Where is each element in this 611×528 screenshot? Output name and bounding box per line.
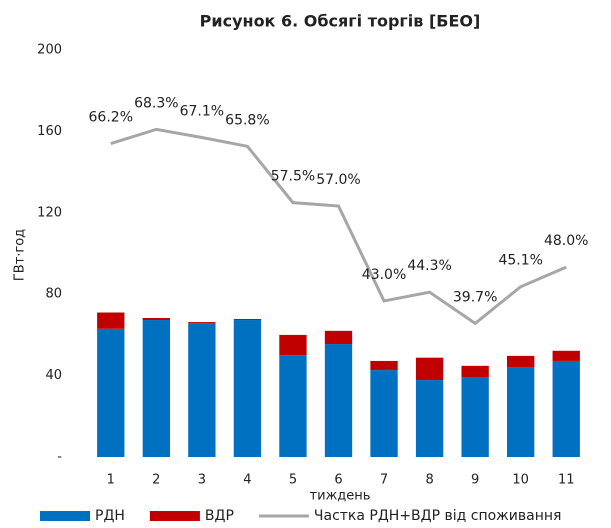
bar [552, 360, 580, 457]
bar [188, 323, 216, 457]
y-tick-label: - [57, 450, 62, 465]
bar [415, 380, 444, 457]
data-label: 39.7% [453, 289, 497, 305]
bar [461, 377, 489, 457]
x-tick-label: 2 [152, 473, 160, 488]
bar [324, 344, 353, 457]
data-label: 45.1% [498, 253, 542, 269]
y-tick-label: 200 [37, 43, 62, 58]
x-tick-label: 11 [558, 473, 575, 488]
x-tick-label: 7 [380, 473, 388, 488]
legend-swatch [149, 511, 200, 521]
x-tick-label: 9 [471, 473, 479, 488]
x-tick-label: 4 [243, 473, 251, 488]
data-label: 66.2% [89, 110, 133, 126]
x-tick-label: 6 [334, 473, 342, 488]
y-tick-label: 120 [37, 205, 62, 220]
bar [370, 370, 398, 457]
bar [142, 318, 170, 321]
line [110, 127, 567, 326]
y-tick-label: 80 [45, 287, 62, 302]
x-axis-label: тиждень [310, 489, 371, 504]
legend-label: ВДР [205, 508, 234, 524]
bar [507, 367, 535, 457]
bar [279, 355, 307, 457]
y-axis-label: ГВт·год [13, 229, 28, 281]
legend-label: РДН [95, 508, 125, 524]
x-tick-label: 5 [289, 473, 297, 488]
bar [324, 330, 353, 345]
x-tick-label: 1 [107, 473, 115, 488]
bar [97, 328, 125, 457]
bar [370, 360, 398, 371]
data-label: 44.3% [407, 258, 451, 274]
legend-swatch [40, 511, 90, 521]
x-tick-label: 8 [425, 473, 433, 488]
data-label: 57.5% [271, 169, 315, 185]
data-label: 48.0% [544, 233, 588, 249]
bar [415, 357, 444, 381]
bar [233, 320, 262, 457]
data-label: 68.3% [134, 95, 178, 111]
data-label: 65.8% [225, 112, 269, 128]
y-tick-label: 160 [37, 124, 62, 139]
bar [97, 312, 125, 329]
chart-title: Рисунок 6. Обсягі торгів [БЕО] [200, 12, 481, 31]
bar [233, 319, 262, 321]
data-label: 43.0% [362, 267, 406, 283]
bar [461, 365, 489, 378]
y-tick-label: 40 [45, 368, 62, 383]
bar [188, 322, 216, 324]
bar [279, 334, 307, 356]
x-tick-label: 10 [512, 473, 529, 488]
data-label: 57.0% [316, 172, 360, 188]
bar [142, 320, 170, 457]
bar [552, 350, 580, 361]
x-tick-label: 3 [198, 473, 206, 488]
bar [507, 355, 535, 368]
data-label: 67.1% [180, 104, 224, 120]
legend-label: Частка РДН+ВДР від споживання [314, 508, 562, 524]
